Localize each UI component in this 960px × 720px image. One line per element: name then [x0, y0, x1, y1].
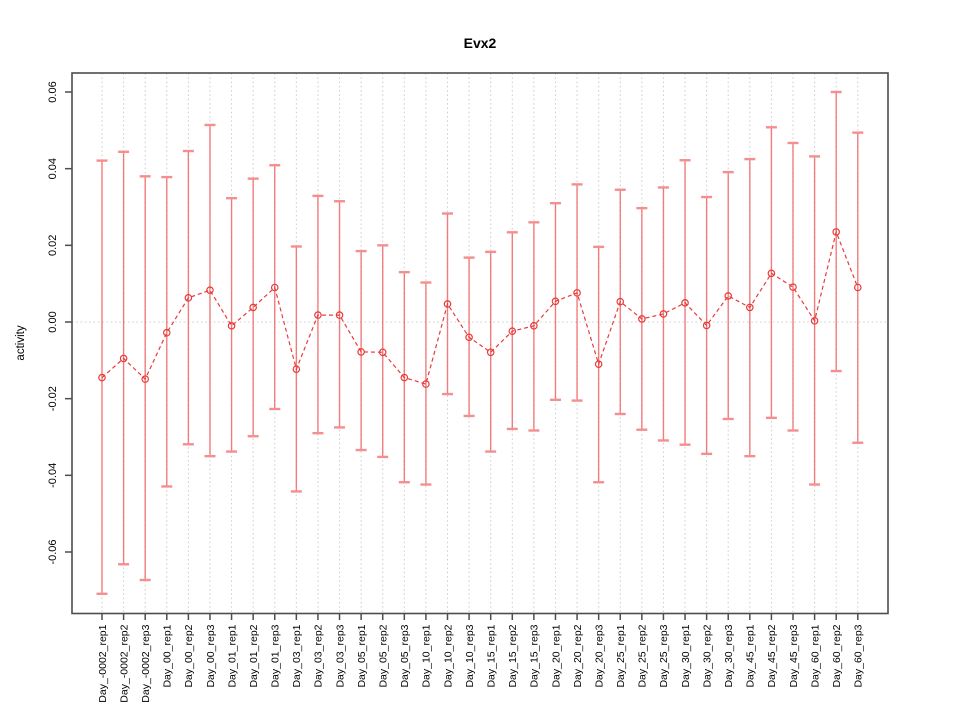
- data-point: [227, 322, 236, 330]
- data-point: [832, 228, 840, 236]
- data-point: [465, 333, 473, 342]
- data-point: [357, 348, 365, 356]
- data-point: [119, 354, 128, 363]
- data-point: [681, 299, 689, 307]
- x-tick-label: Day_25_rep1: [615, 624, 627, 687]
- data-point: [594, 360, 603, 368]
- data-point: [98, 373, 106, 382]
- plot-frame: [71, 72, 889, 615]
- data-point: [616, 297, 625, 306]
- x-tick-label: Day_03_rep1: [291, 624, 303, 687]
- data-point: [162, 328, 171, 337]
- data-point: [853, 283, 862, 292]
- x-tick-label: Day_00_rep2: [183, 624, 195, 687]
- x-tick-label: Day_03_rep2: [313, 624, 325, 687]
- data-point: [443, 300, 452, 308]
- x-tick-label: Day_15_rep2: [507, 624, 519, 687]
- data-point: [810, 317, 819, 325]
- x-tick-label: Day_00_rep1: [162, 624, 174, 687]
- y-tick-label: 0.02: [47, 235, 59, 256]
- x-tick-label: Day_25_rep3: [658, 624, 670, 687]
- x-tick-label: Day_-0002_rep2: [118, 624, 130, 702]
- data-point: [206, 286, 214, 294]
- x-tick-label: Day_01_rep3: [270, 624, 282, 687]
- x-tick-label: Day_60_rep1: [809, 624, 821, 687]
- data-point: [270, 283, 279, 292]
- y-tick-label: -0.06: [47, 539, 59, 564]
- data-point: [400, 373, 409, 382]
- x-tick-label: Day_45_rep1: [745, 624, 757, 687]
- x-tick-label: Day_45_rep2: [766, 624, 778, 687]
- data-point: [659, 310, 668, 318]
- y-tick-label: -0.02: [47, 386, 59, 411]
- data-point: [508, 327, 517, 335]
- x-tick-label: Day_00_rep3: [205, 624, 217, 687]
- x-tick-label: Day_30_rep3: [723, 624, 735, 687]
- x-tick-label: Day_-0002_rep1: [97, 624, 109, 702]
- y-axis-title: activity: [15, 325, 27, 360]
- y-tick-label: 0.04: [47, 158, 59, 179]
- data-point: [551, 297, 560, 306]
- x-tick-label: Day_03_rep3: [334, 624, 346, 687]
- x-tick-label: Day_-0002_rep3: [140, 624, 152, 702]
- data-point: [292, 365, 301, 373]
- x-tick-label: Day_05_rep1: [356, 624, 368, 687]
- data-point: [314, 311, 322, 319]
- chart-layers: 0.06 0.04 0.02 0.00 -0.02 -0.04 -0.06 Day_-0002…: [47, 72, 889, 703]
- x-tick-label: Day_10_rep1: [421, 624, 433, 687]
- data-point: [573, 289, 581, 297]
- data-point: [530, 322, 538, 330]
- data-point: [378, 348, 387, 357]
- x-tick-label: Day_10_rep3: [464, 624, 476, 687]
- y-tick-label: -0.04: [47, 463, 59, 488]
- data-point: [724, 292, 733, 300]
- x-tick-label: Day_45_rep3: [788, 624, 800, 687]
- data-point: [422, 380, 430, 388]
- x-tick-label: Day_05_rep2: [378, 624, 390, 687]
- x-tick-label: Day_20_rep1: [550, 624, 562, 687]
- x-tick-label: Day_20_rep3: [593, 624, 605, 687]
- data-point: [335, 311, 344, 319]
- x-tick-label: Day_60_rep3: [853, 624, 865, 687]
- x-tick-label: Day_05_rep3: [399, 624, 411, 687]
- x-tick-label: Day_15_rep1: [485, 624, 497, 687]
- x-tick-label: Day_20_rep2: [572, 624, 584, 687]
- data-point: [702, 321, 711, 330]
- data-point: [789, 283, 797, 291]
- data-line: [101, 229, 859, 385]
- data-point: [184, 294, 193, 302]
- data-point: [249, 303, 257, 312]
- data-point: [486, 348, 495, 357]
- chart-title: Evx2: [464, 35, 497, 51]
- x-tick-label: Day_30_rep2: [701, 624, 713, 687]
- x-tick-label: Day_60_rep2: [831, 624, 843, 687]
- x-tick-label: Day_01_rep1: [226, 624, 238, 687]
- x-tick-label: Day_30_rep1: [680, 624, 692, 687]
- data-point: [141, 375, 149, 383]
- y-tick-label: 0.00: [47, 311, 59, 332]
- x-tick-label: Day_25_rep2: [637, 624, 649, 687]
- data-point: [638, 315, 646, 323]
- data-point: [767, 269, 776, 278]
- y-tick-label: 0.06: [47, 81, 59, 102]
- x-tick-label: Day_15_rep3: [529, 624, 541, 687]
- x-tick-label: Day_01_rep2: [248, 624, 260, 687]
- x-tick-label: Day_10_rep2: [442, 624, 454, 687]
- data-point: [746, 303, 754, 312]
